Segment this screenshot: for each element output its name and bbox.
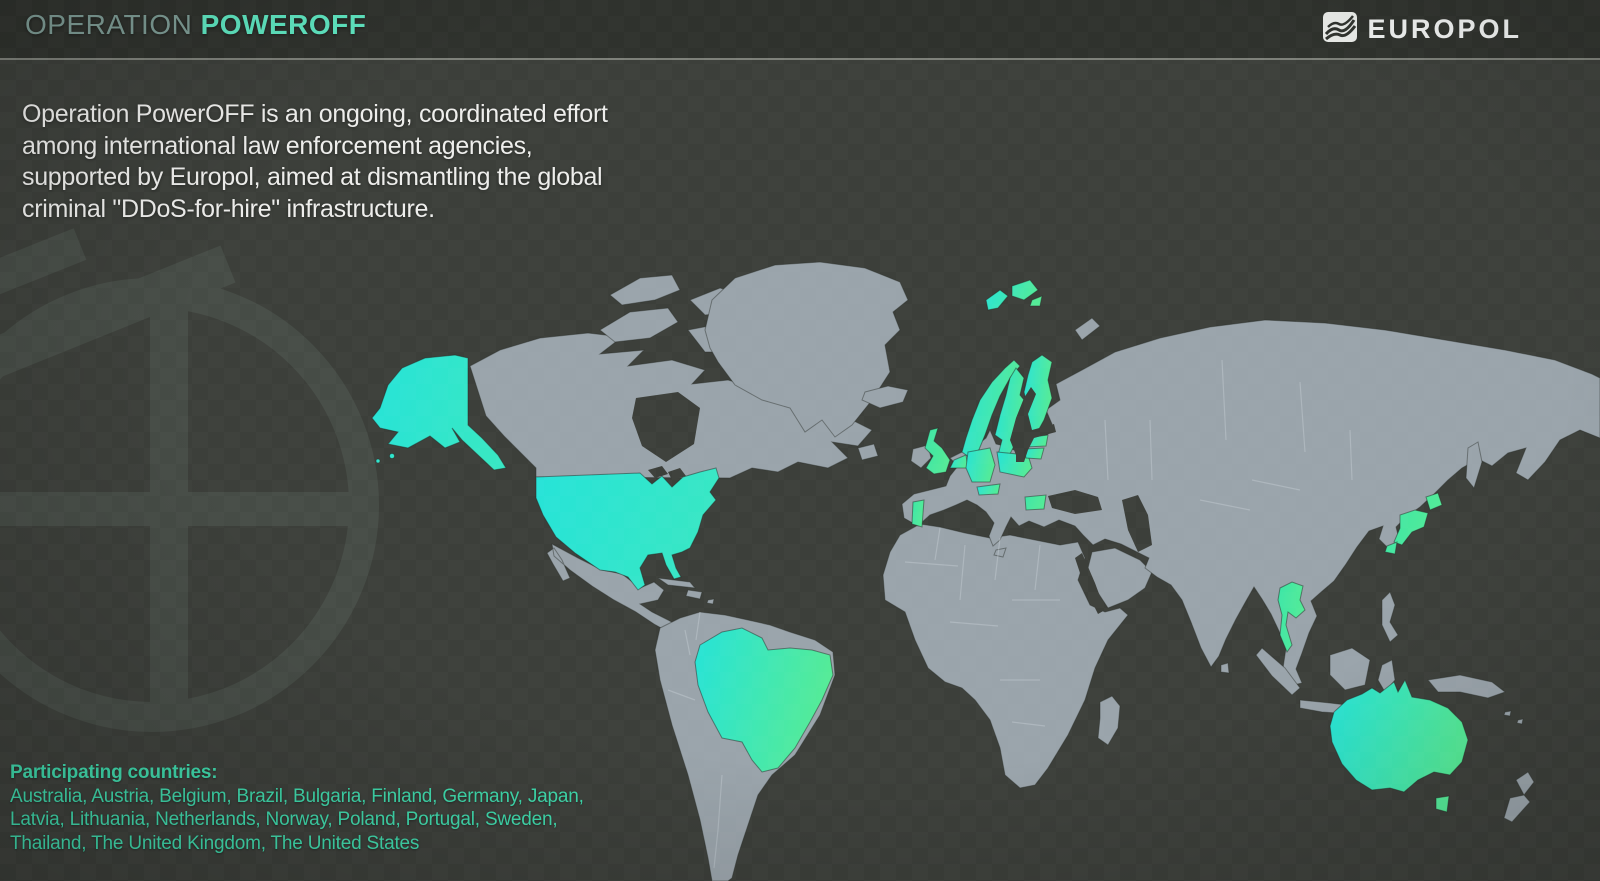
map-aleutian-island (389, 453, 395, 459)
page-title: OPERATION POWEROFF (25, 9, 366, 41)
map-island-sri-lanka (1220, 662, 1230, 674)
europol-logo-text: EUROPOL (1367, 14, 1522, 44)
map-island-madagascar (1097, 695, 1121, 746)
map-island-novaya-zemlya (1074, 317, 1101, 341)
map-country-thailand (1277, 581, 1306, 654)
intro-paragraph: Operation PowerOFF is an ongoing, coordi… (22, 100, 608, 223)
map-country-greenland (704, 261, 909, 438)
map-lakes-great-lakes (648, 466, 686, 480)
header-bar: OPERATION POWEROFF EUROPOL (0, 0, 1600, 60)
map-region-africa (882, 523, 1129, 789)
map-country-iceland (861, 385, 909, 409)
title-prefix: OPERATION (25, 9, 193, 40)
map-island-sicily (993, 547, 1007, 558)
map-country-bulgaria (1024, 494, 1047, 511)
map-sea-hudson-bay (632, 392, 700, 462)
map-country-australia (1329, 678, 1469, 813)
map-island-sumatra (1255, 647, 1301, 696)
map-sea-black-sea (1048, 490, 1102, 514)
map-border-lines (1104, 359, 1353, 511)
title-accent: POWEROFF (200, 9, 367, 40)
map-country-germany (965, 447, 996, 483)
map-island-borneo (1329, 647, 1371, 691)
map-island-cuba (657, 577, 715, 605)
map-border-lines (667, 611, 723, 869)
map-country-alaska (371, 354, 507, 471)
map-sea-red-sea (1075, 553, 1105, 614)
europol-logo: EUROPOL (1322, 11, 1522, 48)
map-island-new-guinea (1427, 674, 1507, 699)
map-island-sakhalin (1465, 441, 1483, 490)
participants-heading: Participating countries: (10, 762, 218, 783)
map-country-japan (1384, 492, 1443, 555)
map-island-philippines (1381, 591, 1399, 643)
map-aleutian-island (375, 458, 381, 464)
participating-countries: Participating countries: Australia, Aust… (10, 761, 590, 855)
map-country-portugal (911, 499, 925, 528)
map-border-lines (904, 527, 1060, 727)
map-sea-caspian (1122, 495, 1152, 552)
europol-chevrons-icon (1322, 11, 1358, 48)
map-country-austria (976, 483, 1001, 496)
map-sea-baltic (1010, 387, 1056, 462)
map-country-united-kingdom (924, 427, 951, 475)
participants-list: Australia, Austria, Belgium, Brazil, Bul… (10, 785, 584, 854)
map-country-norway (961, 359, 1021, 459)
map-island-newfoundland (857, 443, 879, 461)
map-country-new-zealand (1503, 771, 1535, 823)
map-country-usa (535, 467, 720, 591)
map-country-brazil (694, 627, 834, 773)
map-region-svalbard (985, 279, 1043, 311)
